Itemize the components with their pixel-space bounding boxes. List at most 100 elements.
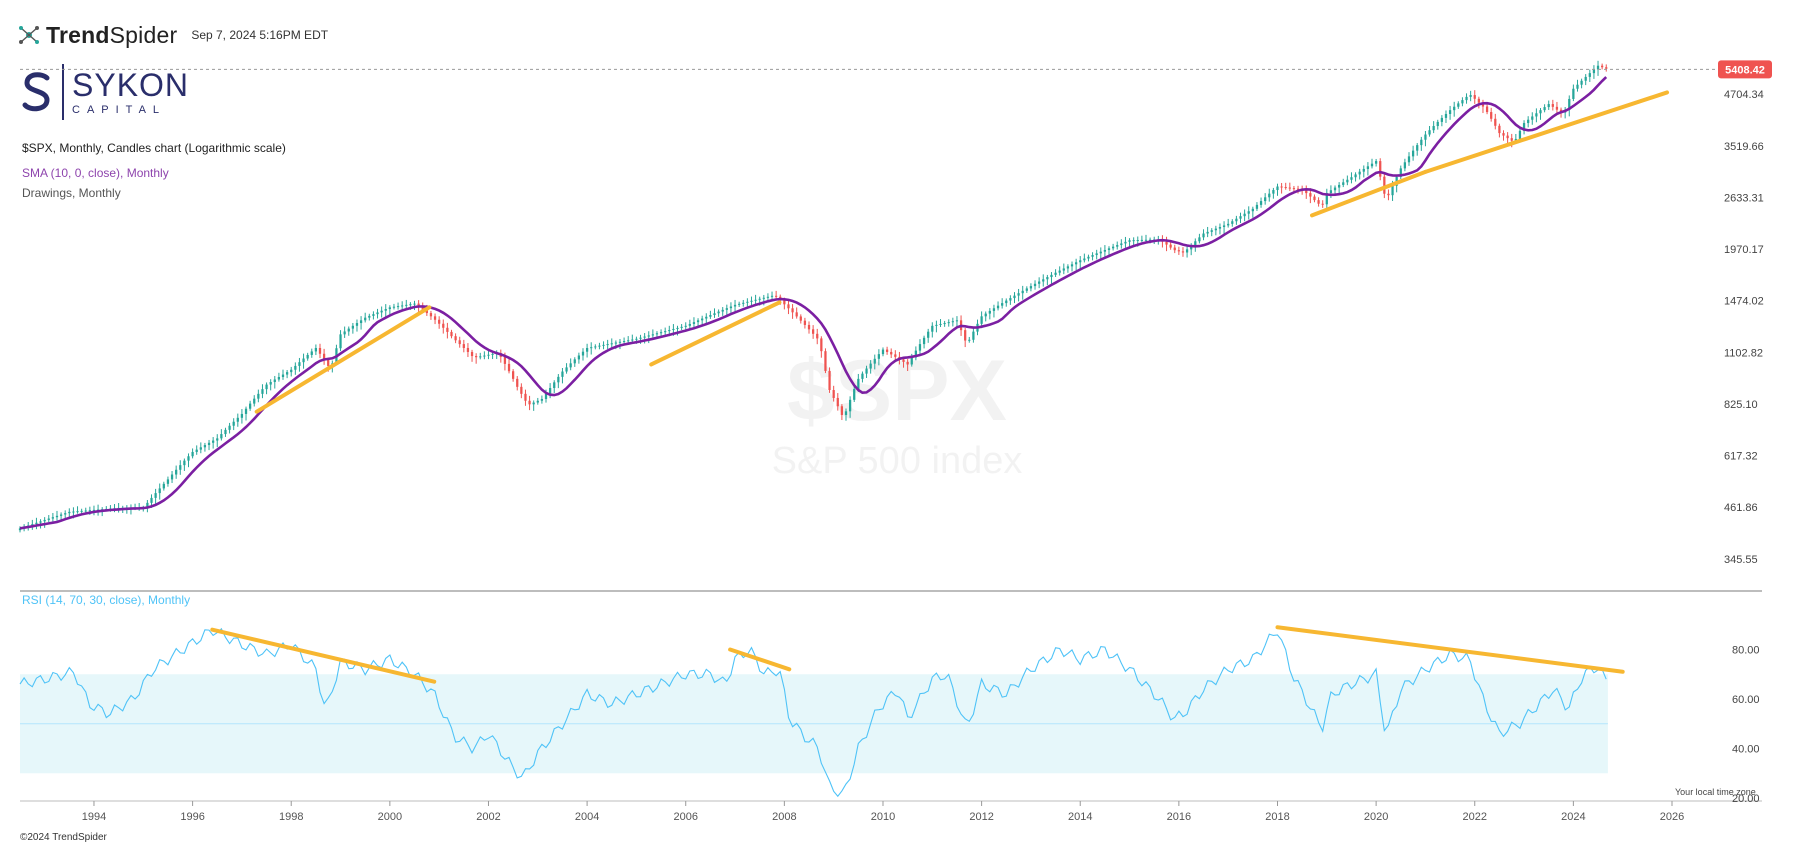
- candle[interactable]: [565, 363, 568, 374]
- candle[interactable]: [1251, 206, 1254, 218]
- candle[interactable]: [1255, 202, 1259, 211]
- rsi-trendline[interactable]: [1275, 625, 1625, 674]
- candle[interactable]: [1416, 142, 1419, 156]
- candle[interactable]: [1477, 96, 1480, 109]
- candle[interactable]: [1547, 100, 1550, 110]
- candle[interactable]: [203, 442, 207, 452]
- candle[interactable]: [1029, 283, 1033, 292]
- candle[interactable]: [166, 476, 170, 487]
- candle[interactable]: [1362, 165, 1365, 178]
- candle[interactable]: [298, 357, 301, 372]
- candle[interactable]: [824, 348, 827, 374]
- candle[interactable]: [1017, 288, 1020, 302]
- candle[interactable]: [922, 335, 926, 349]
- candle[interactable]: [273, 375, 276, 389]
- candle[interactable]: [191, 448, 194, 459]
- price-trendline[interactable]: [254, 305, 432, 414]
- candle[interactable]: [594, 344, 597, 350]
- candle[interactable]: [1596, 60, 1600, 76]
- candle[interactable]: [733, 299, 737, 314]
- candle[interactable]: [59, 512, 63, 521]
- candle[interactable]: [1329, 185, 1333, 199]
- candle[interactable]: [413, 300, 416, 311]
- candle[interactable]: [1050, 272, 1053, 284]
- candle[interactable]: [1494, 113, 1497, 130]
- candle[interactable]: [1222, 221, 1226, 234]
- candle[interactable]: [438, 316, 441, 329]
- candle[interactable]: [339, 330, 342, 352]
- candle[interactable]: [1009, 295, 1012, 305]
- candle[interactable]: [207, 439, 211, 451]
- candle[interactable]: [869, 360, 872, 374]
- candle[interactable]: [532, 400, 535, 411]
- candle[interactable]: [216, 434, 219, 448]
- candle[interactable]: [1522, 120, 1526, 135]
- candle[interactable]: [265, 382, 268, 395]
- candle[interactable]: [573, 357, 576, 367]
- candle[interactable]: [1321, 200, 1324, 208]
- candle[interactable]: [1095, 249, 1098, 260]
- candle[interactable]: [729, 302, 733, 314]
- candle[interactable]: [1046, 274, 1049, 286]
- candle[interactable]: [598, 342, 601, 350]
- candle[interactable]: [853, 384, 856, 402]
- candle[interactable]: [294, 362, 297, 375]
- candle[interactable]: [43, 517, 46, 528]
- candle[interactable]: [306, 352, 309, 361]
- candle[interactable]: [1374, 158, 1378, 167]
- candle[interactable]: [347, 326, 350, 336]
- candle[interactable]: [1116, 241, 1119, 250]
- candle[interactable]: [1210, 228, 1213, 237]
- candle[interactable]: [1448, 105, 1452, 120]
- candle[interactable]: [454, 333, 457, 344]
- candle[interactable]: [1366, 162, 1370, 176]
- candle[interactable]: [1013, 292, 1016, 304]
- candle[interactable]: [244, 406, 248, 421]
- candle[interactable]: [396, 302, 400, 310]
- candle[interactable]: [1272, 187, 1275, 199]
- candle[interactable]: [717, 309, 720, 317]
- candle[interactable]: [906, 359, 909, 372]
- candle[interactable]: [1354, 172, 1357, 182]
- candle[interactable]: [725, 304, 728, 315]
- candle[interactable]: [380, 306, 383, 318]
- candle[interactable]: [162, 481, 165, 491]
- candle[interactable]: [816, 328, 819, 345]
- candle[interactable]: [622, 337, 626, 344]
- candle[interactable]: [1276, 183, 1279, 196]
- candle[interactable]: [1551, 99, 1554, 111]
- candle[interactable]: [1173, 244, 1176, 254]
- candle[interactable]: [466, 343, 470, 358]
- candle[interactable]: [1370, 158, 1374, 169]
- candle[interactable]: [964, 328, 967, 348]
- candle[interactable]: [955, 316, 959, 327]
- candle[interactable]: [553, 380, 556, 394]
- candle[interactable]: [359, 316, 363, 330]
- candle[interactable]: [1042, 274, 1045, 287]
- candle[interactable]: [1399, 165, 1402, 180]
- candle[interactable]: [1424, 130, 1427, 147]
- candle[interactable]: [470, 349, 474, 362]
- candle[interactable]: [927, 328, 930, 343]
- candle[interactable]: [232, 418, 235, 431]
- candle[interactable]: [224, 427, 227, 437]
- candle[interactable]: [988, 308, 991, 320]
- candle[interactable]: [528, 395, 531, 411]
- candle[interactable]: [281, 369, 285, 380]
- candle[interactable]: [795, 307, 798, 319]
- candle[interactable]: [877, 349, 881, 366]
- candle[interactable]: [31, 519, 34, 530]
- candle[interactable]: [1432, 121, 1435, 134]
- candle[interactable]: [713, 308, 716, 318]
- candle[interactable]: [836, 393, 839, 411]
- candle[interactable]: [1079, 256, 1082, 269]
- candle[interactable]: [1346, 175, 1349, 186]
- candle[interactable]: [55, 510, 59, 521]
- legend-rsi[interactable]: RSI (14, 70, 30, close), Monthly: [22, 593, 191, 607]
- candle[interactable]: [384, 304, 387, 317]
- candle[interactable]: [992, 304, 996, 318]
- candle[interactable]: [684, 322, 687, 330]
- candle[interactable]: [742, 299, 745, 307]
- candle[interactable]: [738, 301, 741, 307]
- candle[interactable]: [183, 458, 186, 471]
